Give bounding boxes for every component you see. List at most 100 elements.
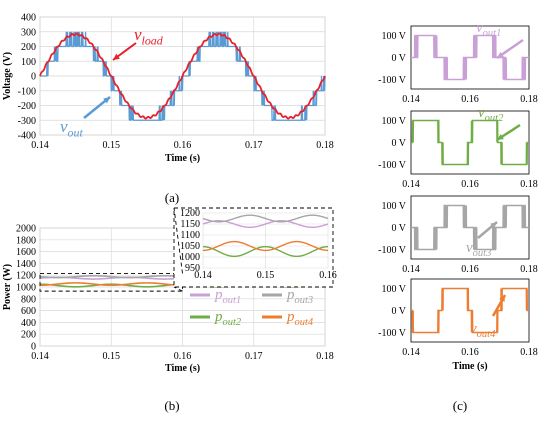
label-out4-base: v — [470, 321, 477, 337]
label-out3: vout3 — [466, 240, 491, 259]
label-out1: vout1 — [476, 20, 501, 39]
y-tick-label: 0 V — [391, 138, 406, 149]
legend-label-out4-base: p — [286, 309, 295, 325]
y-tick-label: 1600 — [16, 247, 36, 258]
label-out3-base: v — [466, 240, 473, 256]
series-out3-line — [411, 204, 529, 251]
x-tick-label: 0.18 — [520, 347, 538, 358]
label-out1-sub: out1 — [483, 28, 502, 39]
y-axis-label: Voltage (V) — [2, 52, 13, 100]
vout2-arrow — [496, 123, 521, 142]
legend-label-out3-sub: out3 — [295, 295, 314, 306]
x-tick-label: 0.14 — [402, 94, 420, 105]
series-vload-line — [39, 32, 326, 120]
y-tick-label: 400 — [21, 318, 36, 329]
label-out2-base: v — [478, 105, 485, 121]
series-vout-line — [40, 31, 326, 121]
x-tick-label: 0.18 — [316, 140, 334, 151]
vout-arrow-head — [103, 97, 110, 104]
x-tick-label: 0.16 — [461, 264, 479, 275]
vload-label: vload — [134, 25, 163, 47]
subplot-out2: 100 V 0 V -100 V 0.14 0.16 0.18 vout2 — [378, 105, 538, 190]
x-tick-label: 0.15 — [103, 351, 121, 362]
y-tick-label: 100 — [21, 57, 36, 68]
vout3-arrow-head — [490, 222, 497, 229]
x-tick-label: 0.18 — [520, 179, 538, 190]
panel-b: 20001800160014001200100080060040020000.1… — [2, 207, 337, 413]
inset-y-tick-label: 1150 — [180, 219, 200, 230]
vout-label-base: v — [60, 117, 68, 136]
y-tick-label: 100 V — [381, 284, 406, 295]
y-tick-label: 100 V — [381, 31, 406, 42]
vout4-arrow-head — [499, 295, 505, 302]
label-out1-base: v — [476, 20, 483, 36]
x-tick-label: 0.17 — [245, 140, 263, 151]
x-tick-label: 0.18 — [316, 351, 334, 362]
y-tick-label: 2000 — [16, 224, 36, 235]
inset-x-tick-label: 0.14 — [194, 270, 212, 281]
legend-label-out4-sub: out4 — [295, 317, 314, 328]
vload-label-base: v — [134, 25, 142, 44]
panel-label-b: (b) — [164, 398, 179, 413]
subplot-out4: 100 V 0 V -100 V 0.14 0.16 0.18 vout4 — [378, 278, 538, 358]
legend-label-out2-sub: out2 — [223, 317, 242, 328]
y-tick-label: 0 — [31, 342, 36, 353]
vout-label: vout — [60, 117, 83, 139]
y-tick-label: 0 — [31, 72, 36, 83]
series-out1-line — [411, 34, 529, 81]
series-out4-line — [411, 287, 529, 334]
legend-label-out1-base: p — [214, 287, 223, 303]
inset-y-tick-label: 950 — [185, 263, 200, 274]
x-tick-label: 0.14 — [402, 264, 420, 275]
y-tick-label: 200 — [21, 330, 36, 341]
y-tick-label: 100 V — [381, 201, 406, 212]
y-tick-label: 400 — [21, 13, 36, 24]
legend-label-out3: pout3 — [286, 287, 313, 306]
y-tick-label: -400 — [18, 131, 36, 142]
inset-x-tick-label: 0.15 — [257, 270, 275, 281]
y-tick-label: -200 — [18, 101, 36, 112]
inset-y-tick-label: 1050 — [180, 241, 200, 252]
legend-label-out3-base: p — [286, 287, 295, 303]
x-tick-label: 0.17 — [245, 351, 263, 362]
legend-label-out4: pout4 — [286, 309, 314, 328]
y-tick-label: -100 V — [378, 328, 407, 339]
series-out2-line — [411, 119, 529, 166]
x-tick-label: 0.16 — [461, 179, 479, 190]
legend-label-out2: pout2 — [214, 309, 242, 328]
y-tick-label: -100 V — [378, 245, 407, 256]
y-tick-label: 1400 — [16, 259, 36, 270]
x-tick-label: 0.18 — [520, 94, 538, 105]
x-axis-label: Time (s) — [165, 153, 200, 164]
legend-label-out1-sub: out1 — [223, 295, 242, 306]
y-tick-label: -100 V — [378, 160, 407, 171]
zoom-region — [39, 272, 183, 292]
inset-y-tick-label: 1100 — [180, 230, 200, 241]
label-out2-sub: out2 — [485, 113, 504, 124]
vout1-arrow-head — [497, 51, 504, 58]
inset-series-out4-line — [203, 240, 328, 252]
legend-label-out1: pout1 — [214, 287, 241, 306]
x-tick-label: 0.16 — [174, 140, 192, 151]
legend-label-out2-base: p — [214, 309, 223, 325]
y-tick-label: 200 — [21, 42, 36, 53]
label-out3-sub: out3 — [473, 248, 492, 259]
inset-x-tick-label: 0.16 — [319, 270, 337, 281]
zoom-connector — [173, 286, 183, 292]
y-tick-label: -100 V — [378, 75, 407, 86]
y-tick-label: 0 V — [391, 306, 406, 317]
x-axis-label: Time (s) — [165, 363, 200, 374]
y-tick-label: -300 — [18, 116, 36, 127]
y-tick-label: -100 — [18, 86, 36, 97]
x-tick-label: 0.14 — [402, 347, 420, 358]
label-out4-sub: out4 — [477, 329, 496, 340]
inset-y-tick-label: 1200 — [180, 208, 200, 219]
label-out4: vout4 — [470, 321, 496, 340]
panel-label-c: (c) — [453, 398, 467, 413]
x-axis-label: Time (s) — [452, 361, 487, 372]
